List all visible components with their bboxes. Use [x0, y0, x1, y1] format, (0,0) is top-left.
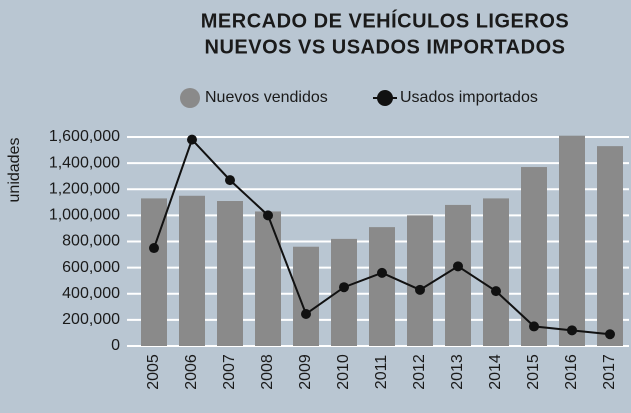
x-tick-label: 2011	[373, 355, 390, 390]
bar	[179, 195, 205, 346]
y-tick-label: 1,600,000	[49, 128, 120, 145]
bar	[483, 198, 509, 346]
y-tick-label: 1,000,000	[49, 207, 120, 224]
x-tick-label: 2006	[183, 354, 200, 390]
y-tick-label: 600,000	[62, 259, 120, 276]
point	[263, 210, 273, 221]
legend-swatch	[180, 88, 200, 108]
point	[453, 261, 463, 272]
x-tick-label: 2007	[221, 354, 238, 390]
chart-title: NUEVOS VS USADOS IMPORTADOS	[205, 36, 566, 58]
x-tick-label: 2008	[259, 354, 276, 390]
point	[301, 308, 311, 319]
bar	[255, 211, 281, 346]
x-tick-label: 2017	[601, 354, 618, 390]
y-tick-label: 0	[111, 337, 120, 354]
point	[529, 321, 539, 332]
x-tick-label: 2005	[145, 354, 162, 390]
x-tick-label: 2015	[525, 354, 542, 390]
point	[149, 243, 159, 254]
y-tick-label: 1,200,000	[49, 180, 120, 197]
bar	[445, 204, 471, 346]
y-tick-label: 800,000	[62, 233, 120, 250]
legend-label: Usados importados	[400, 89, 538, 106]
y-tick-label: 400,000	[62, 285, 120, 302]
point	[339, 282, 349, 293]
point	[225, 175, 235, 186]
point	[377, 267, 387, 278]
point	[605, 329, 615, 340]
legend-swatch	[377, 90, 393, 106]
bar	[407, 215, 433, 346]
y-tick-label: 1,400,000	[49, 154, 120, 171]
bar	[217, 201, 243, 346]
x-tick-label: 2009	[297, 354, 314, 390]
point	[415, 284, 425, 295]
point	[567, 325, 577, 336]
y-axis-label: unidades	[6, 138, 23, 203]
x-tick-label: 2010	[335, 354, 352, 390]
x-tick-label: 2014	[487, 354, 504, 390]
point	[491, 286, 501, 297]
x-tick-label: 2016	[563, 354, 580, 390]
bar	[293, 246, 319, 346]
bar	[559, 135, 585, 346]
x-tick-label: 2013	[449, 354, 466, 390]
x-tick-label: 2012	[411, 354, 428, 390]
bar	[369, 227, 395, 346]
point	[187, 134, 197, 145]
bar	[521, 167, 547, 346]
legend-label: Nuevos vendidos	[205, 89, 328, 106]
chart-title: MERCADO DE VEHÍCULOS LIGEROS	[201, 9, 569, 32]
bar	[597, 146, 623, 346]
y-tick-label: 200,000	[62, 311, 120, 328]
